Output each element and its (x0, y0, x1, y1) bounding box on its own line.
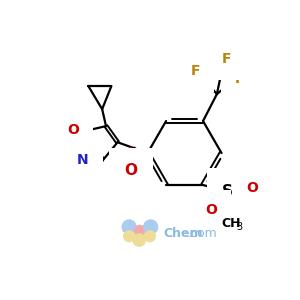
Circle shape (145, 231, 155, 242)
Text: O: O (206, 203, 218, 218)
Text: O: O (68, 123, 80, 137)
Text: CH: CH (222, 217, 241, 230)
Text: N: N (77, 153, 89, 167)
Text: O: O (246, 181, 258, 195)
Circle shape (122, 220, 136, 234)
Circle shape (134, 225, 145, 236)
Text: O: O (124, 163, 137, 178)
Text: F: F (222, 52, 232, 66)
Circle shape (144, 220, 158, 234)
Circle shape (124, 231, 134, 242)
Text: S: S (222, 184, 233, 199)
Text: .com: .com (187, 226, 218, 240)
Circle shape (133, 234, 145, 246)
Text: Chem: Chem (163, 226, 202, 240)
Text: 3: 3 (236, 222, 242, 232)
Text: F: F (190, 64, 200, 78)
Text: F: F (235, 72, 245, 86)
